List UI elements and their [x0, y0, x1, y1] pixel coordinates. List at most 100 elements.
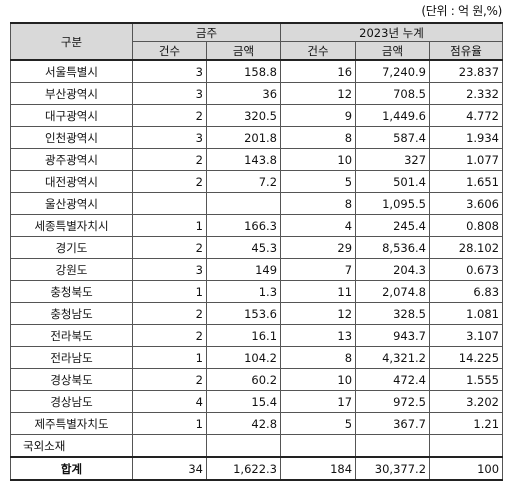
cumulative-count-cell: 184	[280, 456, 357, 481]
cumulative-count-cell: 13	[280, 324, 357, 347]
region-cell: 부산광역시	[10, 82, 133, 105]
table-row: 제주특별자치도 1 42.8 5 367.7 1.21	[10, 412, 504, 435]
cumulative-count-cell: 29	[280, 236, 357, 259]
cumulative-amount-cell: 7,240.9	[355, 59, 431, 83]
weekly-count-cell: 2	[132, 324, 207, 347]
header-weekly-count: 건수	[132, 41, 207, 61]
weekly-amount-cell: 45.3	[205, 236, 282, 259]
table-row: 강원도 3 149 7 204.3 0.673	[10, 258, 504, 281]
share-cell: 3.202	[429, 390, 504, 413]
region-cell: 대구광역시	[10, 104, 133, 127]
region-cell: 충청남도	[10, 302, 133, 325]
table-row: 세종특별자치시 1 166.3 4 245.4 0.808	[10, 214, 504, 237]
cumulative-count-cell: 11	[280, 280, 357, 303]
header-cum-count: 건수	[280, 41, 357, 61]
cumulative-count-cell: 10	[280, 148, 357, 171]
cumulative-count-cell: 7	[280, 258, 357, 281]
cumulative-amount-cell: 472.4	[355, 368, 431, 391]
cumulative-count-cell: 16	[280, 59, 357, 83]
weekly-count-cell: 1	[132, 412, 207, 435]
share-cell: 0.673	[429, 258, 504, 281]
weekly-amount-cell: 153.6	[205, 302, 282, 325]
table-row: 서울특별시 3 158.8 16 7,240.9 23.837	[10, 59, 504, 83]
region-cell: 제주특별자치도	[10, 412, 133, 435]
table-row: 경상북도 2 60.2 10 472.4 1.555	[10, 368, 504, 391]
cumulative-count-cell: 8	[280, 192, 357, 215]
share-cell: 23.837	[429, 59, 504, 83]
table-row: 경상남도 4 15.4 17 972.5 3.202	[10, 390, 504, 413]
weekly-amount-cell: 149	[205, 258, 282, 281]
table-row: 인천광역시 3 201.8 8 587.4 1.934	[10, 126, 504, 149]
region-cell: 경상북도	[10, 368, 133, 391]
share-cell: 6.83	[429, 280, 504, 303]
share-cell: 1.934	[429, 126, 504, 149]
weekly-count-cell: 1	[132, 280, 207, 303]
region-cell: 대전광역시	[10, 170, 133, 193]
table-row: 전라북도 2 16.1 13 943.7 3.107	[10, 324, 504, 347]
cumulative-count-cell	[280, 434, 357, 458]
table-row: 전라남도 1 104.2 8 4,321.2 14.225	[10, 346, 504, 369]
weekly-count-cell: 4	[132, 390, 207, 413]
weekly-amount-cell: 60.2	[205, 368, 282, 391]
region-cell: 세종특별자치시	[10, 214, 133, 237]
weekly-count-cell: 1	[132, 214, 207, 237]
weekly-amount-cell	[205, 434, 282, 458]
header-category: 구분	[10, 22, 133, 61]
share-cell: 1.21	[429, 412, 504, 435]
cumulative-amount-cell: 328.5	[355, 302, 431, 325]
weekly-count-cell: 1	[132, 346, 207, 369]
weekly-count-cell: 2	[132, 368, 207, 391]
share-cell: 2.332	[429, 82, 504, 105]
header-weekly-amount: 금액	[205, 41, 282, 61]
table-row: 충청남도 2 153.6 12 328.5 1.081	[10, 302, 504, 325]
weekly-amount-cell: 320.5	[205, 104, 282, 127]
weekly-count-cell: 2	[132, 302, 207, 325]
region-cell: 울산광역시	[10, 192, 133, 215]
cumulative-amount-cell: 327	[355, 148, 431, 171]
share-cell: 1.077	[429, 148, 504, 171]
cumulative-count-cell: 5	[280, 412, 357, 435]
share-cell: 1.081	[429, 302, 504, 325]
cumulative-amount-cell: 708.5	[355, 82, 431, 105]
weekly-count-cell: 2	[132, 236, 207, 259]
weekly-amount-cell: 36	[205, 82, 282, 105]
weekly-count-cell: 3	[132, 258, 207, 281]
region-cell: 경기도	[10, 236, 133, 259]
cumulative-count-cell: 4	[280, 214, 357, 237]
region-cell: 인천광역시	[10, 126, 133, 149]
weekly-count-cell	[132, 192, 207, 215]
weekly-amount-cell: 104.2	[205, 346, 282, 369]
weekly-amount-cell: 158.8	[205, 59, 282, 83]
region-cell: 경상남도	[10, 390, 133, 413]
table-row: 대구광역시 2 320.5 9 1,449.6 4.772	[10, 104, 504, 127]
total-row: 합계 34 1,622.3 184 30,377.2 100	[10, 456, 504, 481]
region-cell: 충청북도	[10, 280, 133, 303]
share-cell	[429, 434, 504, 458]
cumulative-amount-cell: 972.5	[355, 390, 431, 413]
weekly-count-cell: 2	[132, 170, 207, 193]
cumulative-amount-cell: 8,536.4	[355, 236, 431, 259]
table-row: 울산광역시 8 1,095.5 3.606	[10, 192, 504, 215]
header-cumulative: 2023년 누계	[280, 22, 504, 42]
cumulative-amount-cell: 245.4	[355, 214, 431, 237]
share-cell: 1.651	[429, 170, 504, 193]
share-cell: 3.107	[429, 324, 504, 347]
weekly-count-cell: 2	[132, 148, 207, 171]
cumulative-count-cell: 5	[280, 170, 357, 193]
table-row: 부산광역시 3 36 12 708.5 2.332	[10, 82, 504, 105]
region-cell: 광주광역시	[10, 148, 133, 171]
weekly-amount-cell: 201.8	[205, 126, 282, 149]
region-cell: 서울특별시	[10, 59, 133, 83]
weekly-count-cell: 3	[132, 82, 207, 105]
cumulative-count-cell: 8	[280, 346, 357, 369]
weekly-count-cell: 3	[132, 126, 207, 149]
cumulative-amount-cell: 587.4	[355, 126, 431, 149]
weekly-amount-cell: 42.8	[205, 412, 282, 435]
weekly-amount-cell: 7.2	[205, 170, 282, 193]
share-cell: 3.606	[429, 192, 504, 215]
weekly-amount-cell: 16.1	[205, 324, 282, 347]
share-cell: 100	[429, 456, 504, 481]
cumulative-amount-cell: 1,095.5	[355, 192, 431, 215]
share-cell: 1.555	[429, 368, 504, 391]
cumulative-count-cell: 10	[280, 368, 357, 391]
